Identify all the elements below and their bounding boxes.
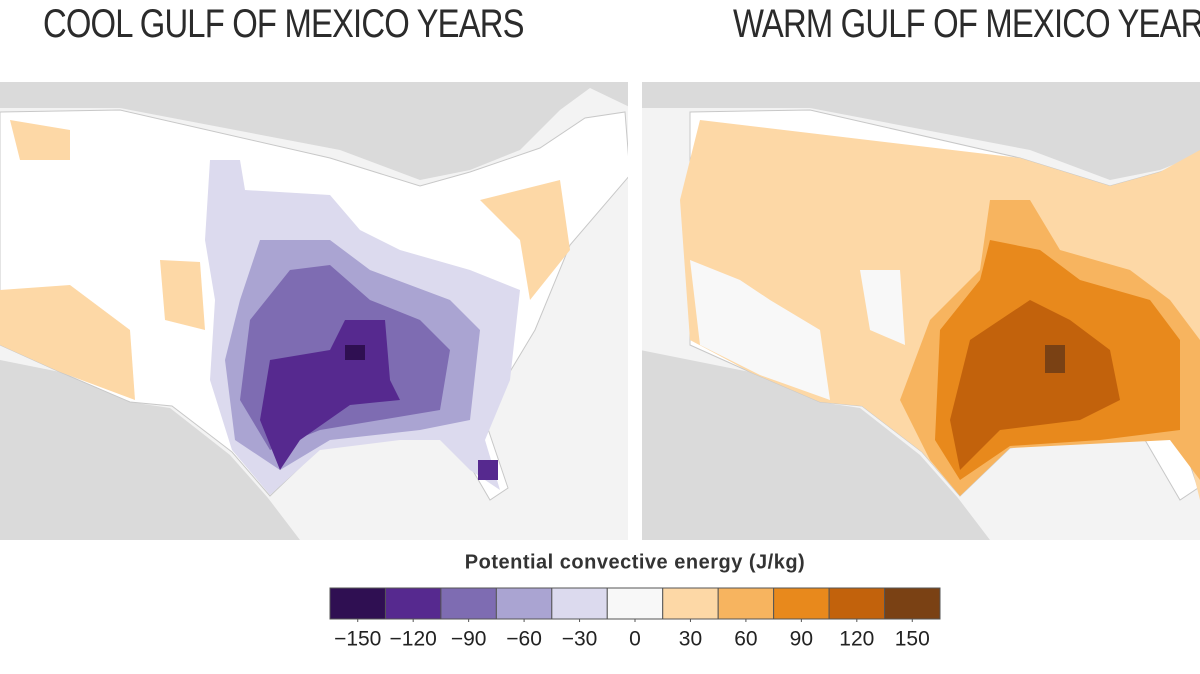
tick-label: −30 <box>562 628 598 651</box>
legend-swatch <box>828 587 886 620</box>
legend-swatch <box>717 587 775 620</box>
tick-label: 90 <box>790 628 813 651</box>
tick-label: −90 <box>451 628 487 651</box>
tick-label: 0 <box>629 628 641 651</box>
legend-swatch <box>384 587 442 620</box>
legend-swatch <box>773 587 830 620</box>
legend: −150 −120 −90 −60 −30 0 30 60 90 120 150 <box>329 587 941 651</box>
legend-swatch <box>884 587 941 620</box>
panel-title: WARM GULF OF MEXICO YEARS <box>733 2 1200 46</box>
cool-map <box>0 82 628 540</box>
legend-swatch <box>606 587 664 620</box>
tick-label: 30 <box>679 628 702 651</box>
tick-label: 120 <box>839 628 874 651</box>
legend-swatch <box>440 587 497 620</box>
panel-title: COOL GULF OF MEXICO YEARS <box>43 2 525 46</box>
legend-title: Potential convective energy (J/kg) <box>465 551 805 573</box>
tick-label: −120 <box>390 628 437 651</box>
legend-swatch <box>551 587 608 620</box>
legend-swatch <box>329 587 386 620</box>
tick-label: 60 <box>734 628 757 651</box>
tick-label: −60 <box>506 628 542 651</box>
legend-swatch <box>662 587 719 620</box>
warm-map <box>642 82 1200 540</box>
legend-swatch <box>495 587 553 620</box>
tick-label: 150 <box>895 628 930 651</box>
tick-label: −150 <box>334 628 381 651</box>
